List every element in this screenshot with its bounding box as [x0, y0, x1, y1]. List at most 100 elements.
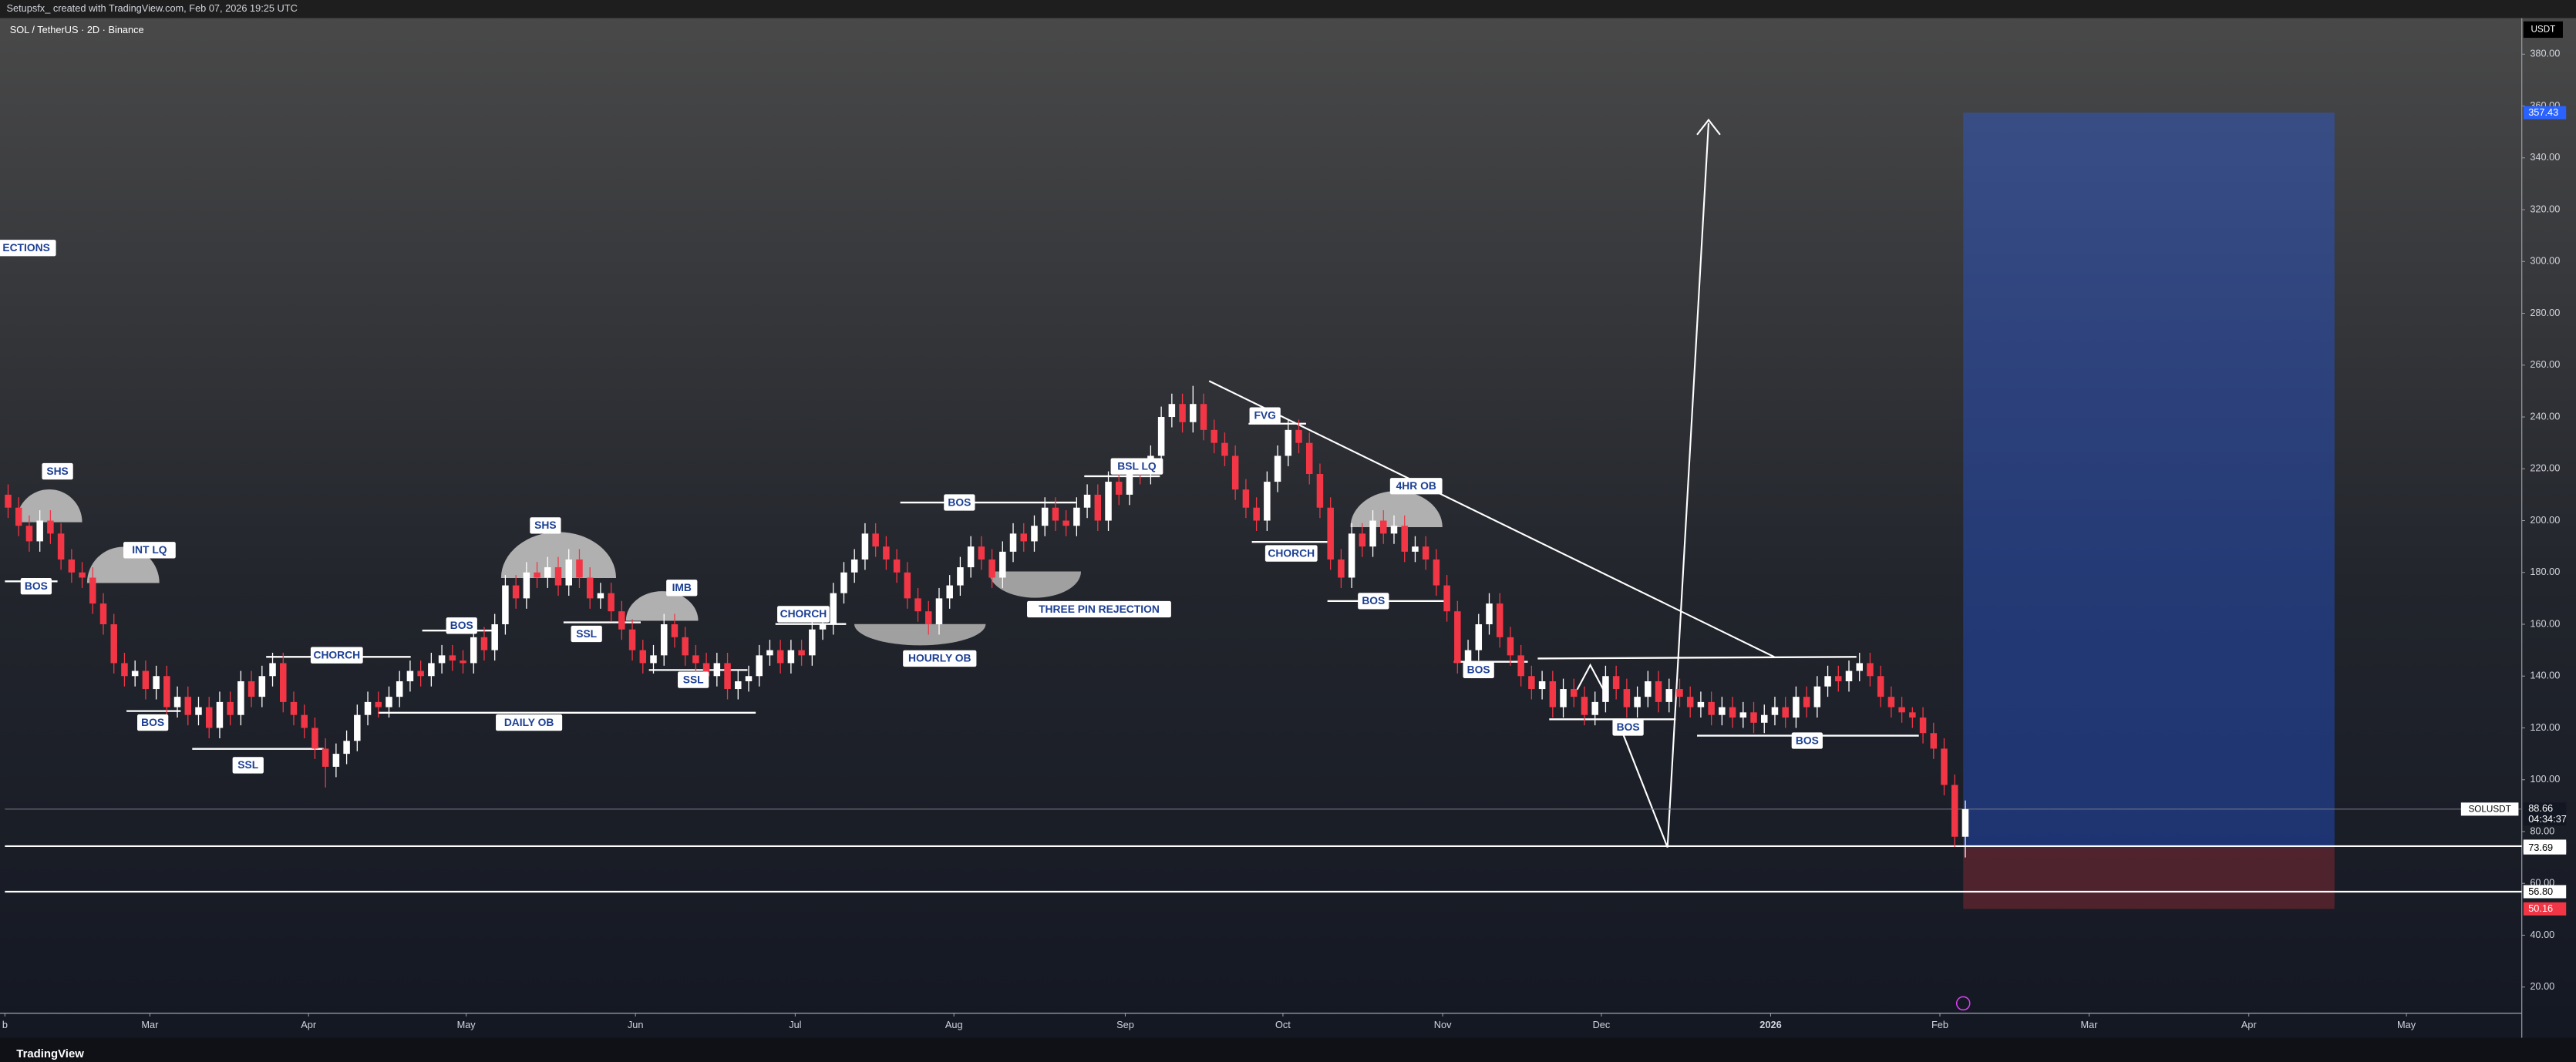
candle-body [1200, 404, 1207, 430]
candle-body [110, 624, 117, 664]
x-tick-label: Jun [628, 1019, 644, 1030]
candle-body [1412, 546, 1419, 552]
candle-body [417, 670, 424, 677]
candle-body [247, 681, 255, 697]
x-tick-label: Dec [1593, 1019, 1611, 1030]
candle-body [787, 650, 795, 664]
annotation-box [1612, 719, 1644, 736]
candle-body [1464, 650, 1472, 664]
candle-body [1909, 712, 1916, 718]
target-zone [1963, 113, 2335, 849]
candle-body [1813, 686, 1821, 707]
candle-body [1782, 707, 1789, 718]
candle-body [1211, 429, 1217, 443]
candle-body [702, 663, 710, 677]
y-tick-label: 220.00 [2530, 462, 2560, 474]
candle-body [1961, 808, 1969, 837]
annotation-box [571, 625, 602, 643]
candle-body [47, 520, 54, 534]
candle-body [470, 637, 477, 664]
candle-body [121, 663, 128, 677]
candle-body [1083, 494, 1091, 508]
x-tick-label: Mar [141, 1019, 159, 1030]
candle-body [618, 611, 625, 630]
candle-body [1020, 533, 1028, 542]
annotation: SSL [683, 673, 704, 685]
candle-body [1433, 559, 1440, 586]
candle-body [1274, 455, 1281, 482]
annotation-box [1264, 545, 1318, 562]
stop-zone [1963, 848, 2335, 909]
candle-body [502, 585, 509, 625]
x-tick-label: 2026 [1759, 1019, 1781, 1030]
annotation: BOS [141, 716, 164, 728]
x-tick-label: Jul [789, 1019, 801, 1030]
candle-body [1115, 482, 1123, 495]
candle-body [1645, 681, 1652, 697]
candle-body [776, 650, 784, 664]
y-tick-label: 240.00 [2530, 410, 2560, 422]
candle-body [386, 697, 392, 707]
annotation: SSL [237, 758, 258, 771]
candle-body [1824, 676, 1831, 687]
candle-body [925, 611, 932, 625]
candle-body [935, 598, 943, 625]
candle-body [1729, 707, 1736, 718]
candle-body [978, 546, 985, 560]
candle-body [1571, 689, 1578, 697]
candle-body [724, 663, 731, 690]
candle-body [1612, 676, 1620, 690]
candle-body [375, 701, 382, 707]
candle-body [523, 572, 530, 599]
target-tag-box [2523, 106, 2567, 119]
candle-body [1380, 520, 1387, 534]
candle-body [1031, 526, 1038, 542]
candle-body [756, 655, 763, 677]
candle-body [586, 577, 594, 599]
annotation-box [678, 671, 709, 688]
y-tick-label: 40.00 [2530, 929, 2554, 940]
candle-body [883, 546, 890, 560]
y-tick-label: 180.00 [2530, 566, 2560, 577]
annotation-box [310, 647, 363, 664]
event-icon[interactable] [1955, 996, 1971, 1011]
candle-body [597, 593, 604, 599]
candle-body [735, 681, 742, 690]
stop-tag-box [2523, 902, 2567, 916]
candle-body [1634, 697, 1641, 707]
candle-body [1305, 442, 1313, 475]
annotation: SHS [46, 465, 68, 477]
candle-body [1517, 655, 1524, 677]
candle-body [1538, 681, 1546, 690]
y-tick-label: 340.00 [2530, 151, 2560, 163]
dome [1350, 491, 1443, 527]
candle-body [608, 593, 615, 612]
candle-body [1009, 533, 1017, 552]
candle-body [15, 507, 22, 526]
candle-body [36, 520, 43, 542]
y-tick-label: 120.00 [2530, 721, 2560, 733]
annotation: 4HR OB [1396, 479, 1436, 492]
candle-body [205, 707, 213, 728]
candle-body [195, 707, 202, 715]
candle-body [1930, 733, 1938, 749]
candle-body [301, 714, 308, 728]
candle-body [1443, 585, 1450, 612]
candle-body [1062, 520, 1069, 526]
candle-body [227, 701, 234, 715]
candle-body [1285, 429, 1292, 456]
candle-body [872, 533, 879, 547]
x-tick-label: Oct [1275, 1019, 1291, 1030]
candle-body [1475, 624, 1483, 650]
candle-body [745, 676, 753, 681]
candle-body [1295, 429, 1302, 443]
candle-body [216, 701, 224, 728]
candle-body [1919, 718, 1927, 734]
candle-body [449, 655, 456, 661]
candle-body [840, 572, 847, 593]
annotation: HOURLY OB [908, 652, 971, 664]
annotation: FVG [1254, 408, 1275, 421]
candle-body [163, 676, 170, 707]
candle-body [364, 701, 372, 715]
entry-tag: 73.69 [2528, 842, 2553, 853]
